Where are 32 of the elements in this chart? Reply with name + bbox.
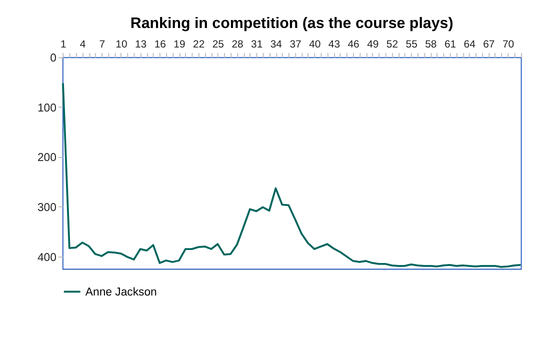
- x-tick-label: 55: [406, 39, 418, 50]
- y-tick-label: 300: [37, 202, 56, 214]
- x-tick-label: 52: [386, 39, 398, 50]
- x-tick-label: 67: [483, 39, 495, 50]
- x-tick-label: 46: [348, 39, 360, 50]
- x-tick-label: 40: [309, 39, 321, 50]
- x-tick-label: 70: [502, 39, 514, 50]
- x-tick-label: 31: [251, 39, 263, 50]
- y-tick-label: 400: [37, 252, 56, 264]
- chart-title: Ranking in competition (as the course plays): [130, 14, 454, 32]
- x-tick-label: 34: [270, 39, 282, 50]
- line-series: [62, 82, 522, 268]
- x-tick-label: 22: [193, 39, 205, 50]
- x-tick-label: 1: [60, 39, 67, 50]
- y-tick-label: 0: [50, 52, 56, 65]
- legend-label: Anne Jackson: [85, 286, 157, 299]
- y-tick-label: 200: [37, 152, 56, 164]
- x-tick-label: 4: [80, 39, 86, 50]
- x-tick-label: 13: [135, 39, 147, 50]
- y-tick-label: 100: [37, 102, 56, 114]
- x-tick-label: 16: [154, 39, 166, 50]
- x-tick-label: 64: [464, 39, 476, 50]
- x-tick-label: 58: [425, 39, 437, 50]
- x-tick-label: 37: [290, 39, 302, 50]
- x-tick-label: 43: [328, 39, 340, 50]
- x-tick-label: 49: [367, 39, 379, 50]
- x-tick-label: 25: [212, 39, 224, 50]
- x-tick-label: 61: [444, 39, 456, 50]
- x-tick-label: 7: [99, 39, 106, 50]
- x-tick-label: 10: [116, 39, 128, 50]
- x-tick-label: 28: [232, 39, 244, 50]
- x-tick-label: 19: [174, 39, 186, 50]
